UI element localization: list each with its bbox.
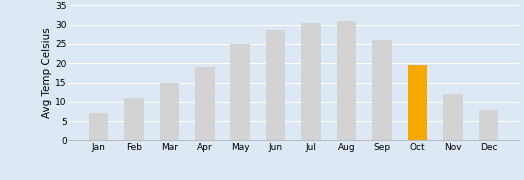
Bar: [301, 23, 321, 140]
Bar: [159, 83, 179, 140]
Bar: [443, 94, 463, 140]
Bar: [266, 30, 286, 140]
Bar: [373, 40, 392, 140]
Bar: [337, 21, 356, 140]
Bar: [124, 98, 144, 140]
Bar: [195, 67, 214, 140]
Y-axis label: Avg Temp Celsius: Avg Temp Celsius: [42, 28, 52, 118]
Bar: [89, 113, 108, 140]
Bar: [479, 110, 498, 140]
Bar: [231, 44, 250, 140]
Bar: [408, 65, 428, 140]
